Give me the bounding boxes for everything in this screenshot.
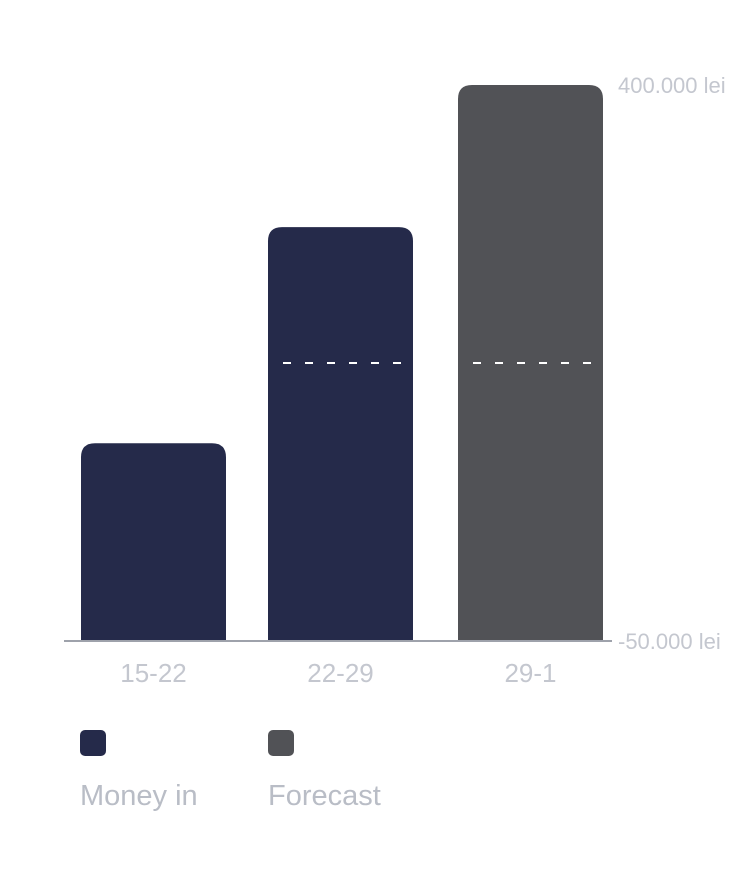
bar-15-22 — [81, 443, 226, 641]
legend-swatch-money-in — [80, 730, 106, 756]
legend-item-money-in: Money in — [80, 730, 198, 813]
legend: Money in Forecast — [0, 730, 750, 830]
legend-swatch-forecast — [268, 730, 294, 756]
y-axis-tick-labels: 400.000 lei -50.000 lei — [618, 73, 726, 654]
category-label: 15-22 — [120, 658, 187, 688]
bars-layer — [81, 85, 603, 642]
bar-29-1 — [458, 85, 603, 641]
legend-label-forecast: Forecast — [268, 780, 381, 812]
legend-label-money-in: Money in — [80, 780, 198, 812]
category-label: 29-1 — [504, 658, 556, 688]
bar-22-29 — [268, 227, 413, 642]
y-tick-label: -50.000 lei — [618, 629, 721, 654]
legend-item-forecast: Forecast — [268, 730, 381, 813]
category-label: 22-29 — [307, 658, 374, 688]
y-tick-label: 400.000 lei — [618, 73, 726, 98]
x-axis-category-labels: 15-22 22-29 29-1 — [120, 658, 556, 688]
